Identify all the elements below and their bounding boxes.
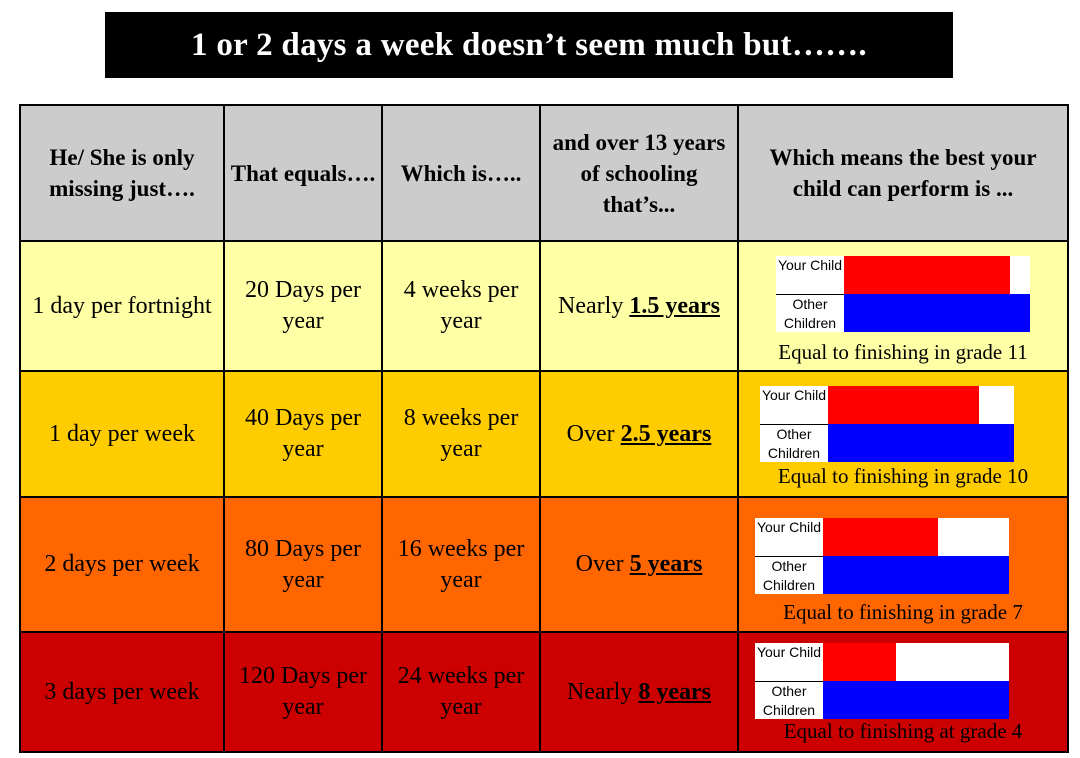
missing-cell: 1 day per fortnight xyxy=(19,240,225,372)
your-child-label: Your Child xyxy=(756,519,822,535)
other-children-label: Other Children xyxy=(776,294,844,333)
weeks-cell: 16 weeks per year xyxy=(381,496,541,633)
other-children-label: Other Children xyxy=(760,424,828,463)
performance-mini-chart: Your Child Other Children xyxy=(755,518,1009,594)
grade-caption: Equal to finishing in grade 7 xyxy=(783,600,1023,624)
years-value: 2.5 years xyxy=(620,420,712,447)
table-row: 1 day per fortnight 20 Days per year 4 w… xyxy=(19,240,1069,372)
days-cell: 40 Days per year xyxy=(223,370,383,498)
years-prefix: Over xyxy=(575,551,630,577)
days-cell: 120 Days per year xyxy=(223,631,383,753)
missing-cell: 1 day per week xyxy=(19,370,225,498)
header-equals: That equals…. xyxy=(223,104,383,242)
table-row: 2 days per week 80 Days per year 16 week… xyxy=(19,496,1069,633)
years-prefix: Nearly xyxy=(567,678,639,705)
performance-cell: Your Child Other Children Equal to finis… xyxy=(737,496,1069,633)
header-best-performance: Which means the best your child can perf… xyxy=(737,104,1069,242)
header-which-is: Which is….. xyxy=(381,104,541,242)
grade-caption: Equal to finishing in grade 10 xyxy=(777,464,1029,488)
your-child-label: Your Child xyxy=(756,644,822,660)
other-children-bar xyxy=(823,681,1009,719)
your-child-bar xyxy=(844,256,1010,294)
performance-mini-chart: Your Child Other Children xyxy=(760,386,1014,462)
other-children-label: Other Children xyxy=(755,556,823,595)
weeks-cell: 8 weeks per year xyxy=(381,370,541,498)
years-prefix: Over xyxy=(566,420,621,447)
header-over-13-years: and over 13 years of schooling that’s... xyxy=(539,104,739,242)
days-cell: 20 Days per year xyxy=(223,240,383,372)
performance-cell: Your Child Other Children Equal to finis… xyxy=(737,370,1069,498)
table-row: 3 days per week 120 Days per year 24 wee… xyxy=(19,631,1069,753)
years-value: 5 years xyxy=(629,551,703,577)
other-children-bar xyxy=(828,424,1014,462)
header-missing: He/ She is only missing just…. xyxy=(19,104,225,242)
performance-mini-chart: Your Child Other Children xyxy=(755,643,1009,719)
weeks-cell: 4 weeks per year xyxy=(381,240,541,372)
missing-cell: 2 days per week xyxy=(19,496,225,633)
your-child-label: Your Child xyxy=(777,257,843,273)
attendance-table: He/ She is only missing just…. That equa… xyxy=(19,104,1069,753)
performance-mini-chart: Your Child Other Children xyxy=(776,256,1030,332)
performance-cell: Your Child Other Children Equal to finis… xyxy=(737,240,1069,372)
performance-cell: Your Child Other Children Equal to finis… xyxy=(737,631,1069,753)
your-child-bar xyxy=(823,518,938,556)
years-value: 8 years xyxy=(638,678,711,705)
your-child-bar xyxy=(828,386,979,424)
weeks-cell: 24 weeks per year xyxy=(381,631,541,753)
grade-caption: Equal to finishing at grade 4 xyxy=(783,719,1023,743)
years-cell: Nearly 1.5 years xyxy=(539,240,739,372)
years-cell: Nearly 8 years xyxy=(539,631,739,753)
missing-cell: 3 days per week xyxy=(19,631,225,753)
other-children-label: Other Children xyxy=(755,681,823,720)
other-children-bar xyxy=(823,556,1009,594)
years-value: 1.5 years xyxy=(629,292,720,319)
years-prefix: Nearly xyxy=(558,292,630,319)
your-child-bar xyxy=(823,643,896,681)
days-cell: 80 Days per year xyxy=(223,496,383,633)
header-row: He/ She is only missing just…. That equa… xyxy=(19,104,1069,242)
grade-caption: Equal to finishing in grade 11 xyxy=(778,340,1028,364)
table-row: 1 day per week 40 Days per year 8 weeks … xyxy=(19,370,1069,498)
page-title: 1 or 2 days a week doesn’t seem much but… xyxy=(105,12,953,78)
your-child-label: Your Child xyxy=(761,387,827,403)
years-cell: Over 2.5 years xyxy=(539,370,739,498)
years-cell: Over 5 years xyxy=(539,496,739,633)
other-children-bar xyxy=(844,294,1030,332)
